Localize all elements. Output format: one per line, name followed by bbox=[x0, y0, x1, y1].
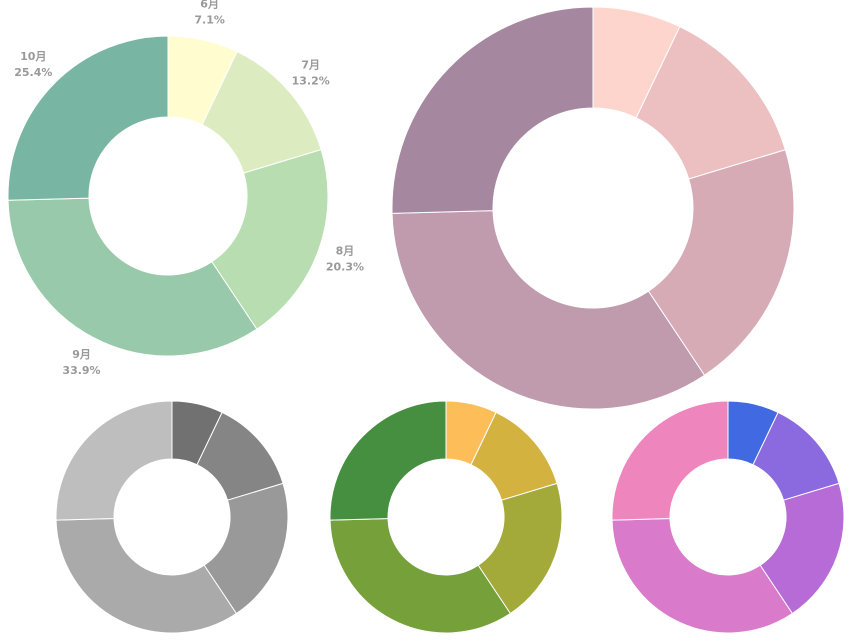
donut-slice bbox=[203, 482, 289, 615]
donut-slice bbox=[647, 149, 795, 376]
slice-category: 9月 bbox=[72, 348, 91, 361]
donut-slice bbox=[55, 400, 173, 521]
donut-slice bbox=[391, 210, 706, 410]
donut-slice bbox=[611, 400, 729, 521]
donut-slice bbox=[7, 35, 169, 201]
donut-slice bbox=[329, 518, 512, 634]
slice-value-label: 33.9% bbox=[62, 364, 100, 377]
donut-slice bbox=[7, 197, 258, 357]
slice-value-label: 25.4% bbox=[14, 66, 52, 79]
slice-category: 8月 bbox=[336, 244, 355, 257]
slice-value-label: 20.3% bbox=[326, 260, 364, 273]
donut-slice bbox=[759, 482, 845, 615]
donut-slice bbox=[391, 6, 594, 214]
donut-slice bbox=[55, 518, 238, 634]
donut-slice bbox=[611, 518, 794, 634]
slice-value-label: 13.2% bbox=[292, 75, 330, 88]
slice-category: 7月 bbox=[301, 59, 320, 72]
slice-value-label: 7.1% bbox=[194, 14, 225, 27]
donut-slice bbox=[477, 482, 563, 615]
donut-slice bbox=[635, 26, 786, 180]
slice-category: 10月 bbox=[20, 50, 46, 63]
slice-category: 6月 bbox=[200, 0, 219, 11]
donut-slice bbox=[329, 400, 447, 521]
donut-slice bbox=[211, 149, 329, 330]
